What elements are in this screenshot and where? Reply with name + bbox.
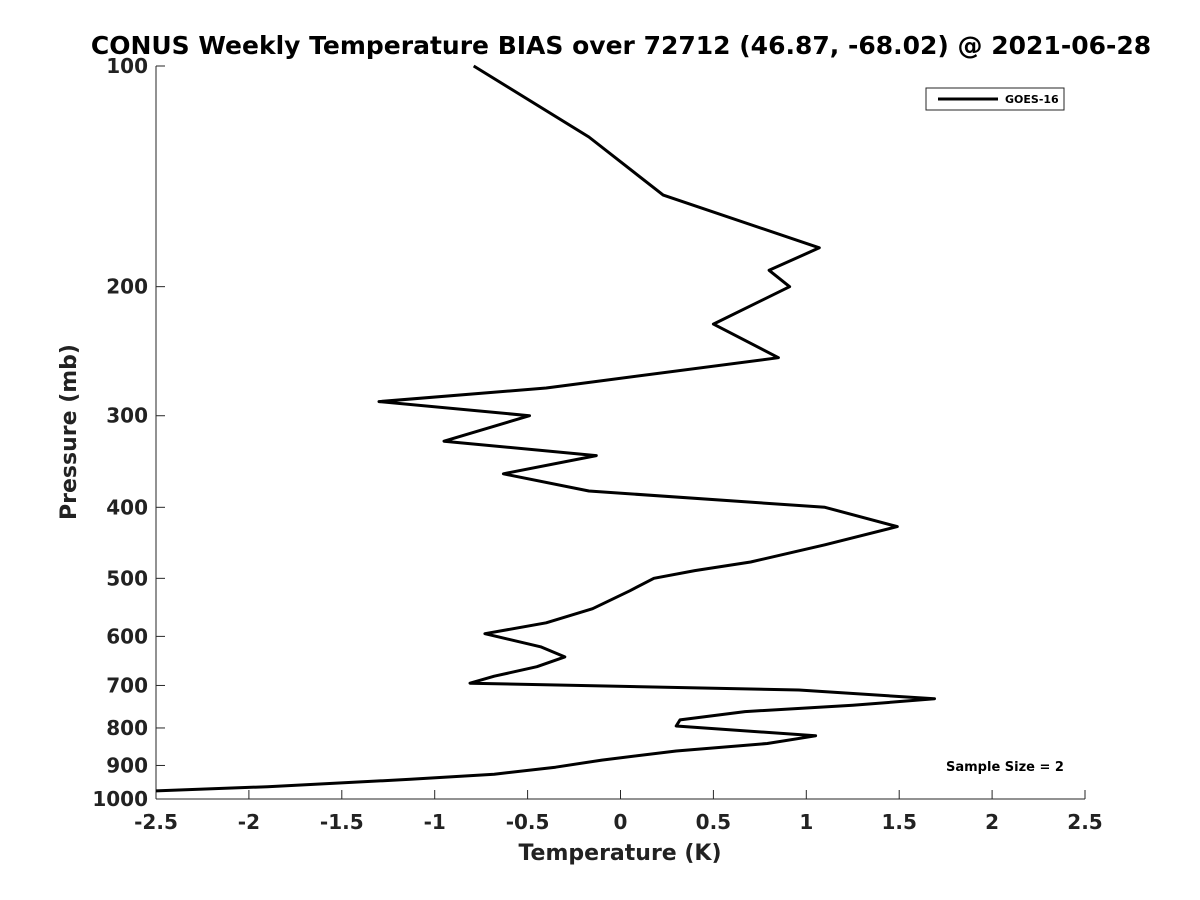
legend: GOES-16 (925, 87, 1065, 111)
y-tick-label: 500 (106, 566, 148, 590)
y-tick-label: 700 (106, 673, 148, 697)
x-tick-label: 1 (799, 810, 813, 834)
x-tick-label: 2 (985, 810, 999, 834)
x-tick-label: 0.5 (696, 810, 731, 834)
x-tick-label: -1 (424, 810, 446, 834)
y-tick-label: 200 (106, 275, 148, 299)
x-ticks: -2.5 -2 -1.5 -1 -0.5 0 0.5 1 1.5 2 2.5 (134, 790, 1103, 834)
sample-size-annotation: Sample Size = 2 (946, 760, 1064, 775)
y-tick-label: 600 (106, 624, 148, 648)
legend-label: GOES-16 (1005, 93, 1059, 106)
x-tick-label: -2.5 (134, 810, 178, 834)
y-tick-label: 900 (106, 753, 148, 777)
x-tick-label: -0.5 (506, 810, 550, 834)
chart-title: CONUS Weekly Temperature BIAS over 72712… (91, 31, 1151, 60)
y-axis-label: Pressure (mb) (57, 344, 82, 520)
x-tick-label: 1.5 (881, 810, 916, 834)
x-tick-label: 0 (614, 810, 628, 834)
x-axis-label: Temperature (K) (518, 841, 721, 866)
x-tick-label: 2.5 (1067, 810, 1102, 834)
y-tick-label: 300 (106, 404, 148, 428)
y-tick-label: 1000 (92, 787, 148, 811)
series-line-goes-16 (155, 64, 936, 793)
y-tick-label: 100 (106, 54, 148, 78)
y-tick-label: 400 (106, 495, 148, 519)
x-tick-label: -1.5 (320, 810, 364, 834)
x-tick-label: -2 (238, 810, 260, 834)
series-points-goes-16 (155, 65, 935, 792)
y-tick-label: 800 (106, 716, 148, 740)
plot-axes (155, 66, 1085, 800)
y-ticks: 100 200 300 400 500 600 700 800 900 1000 (92, 54, 165, 811)
